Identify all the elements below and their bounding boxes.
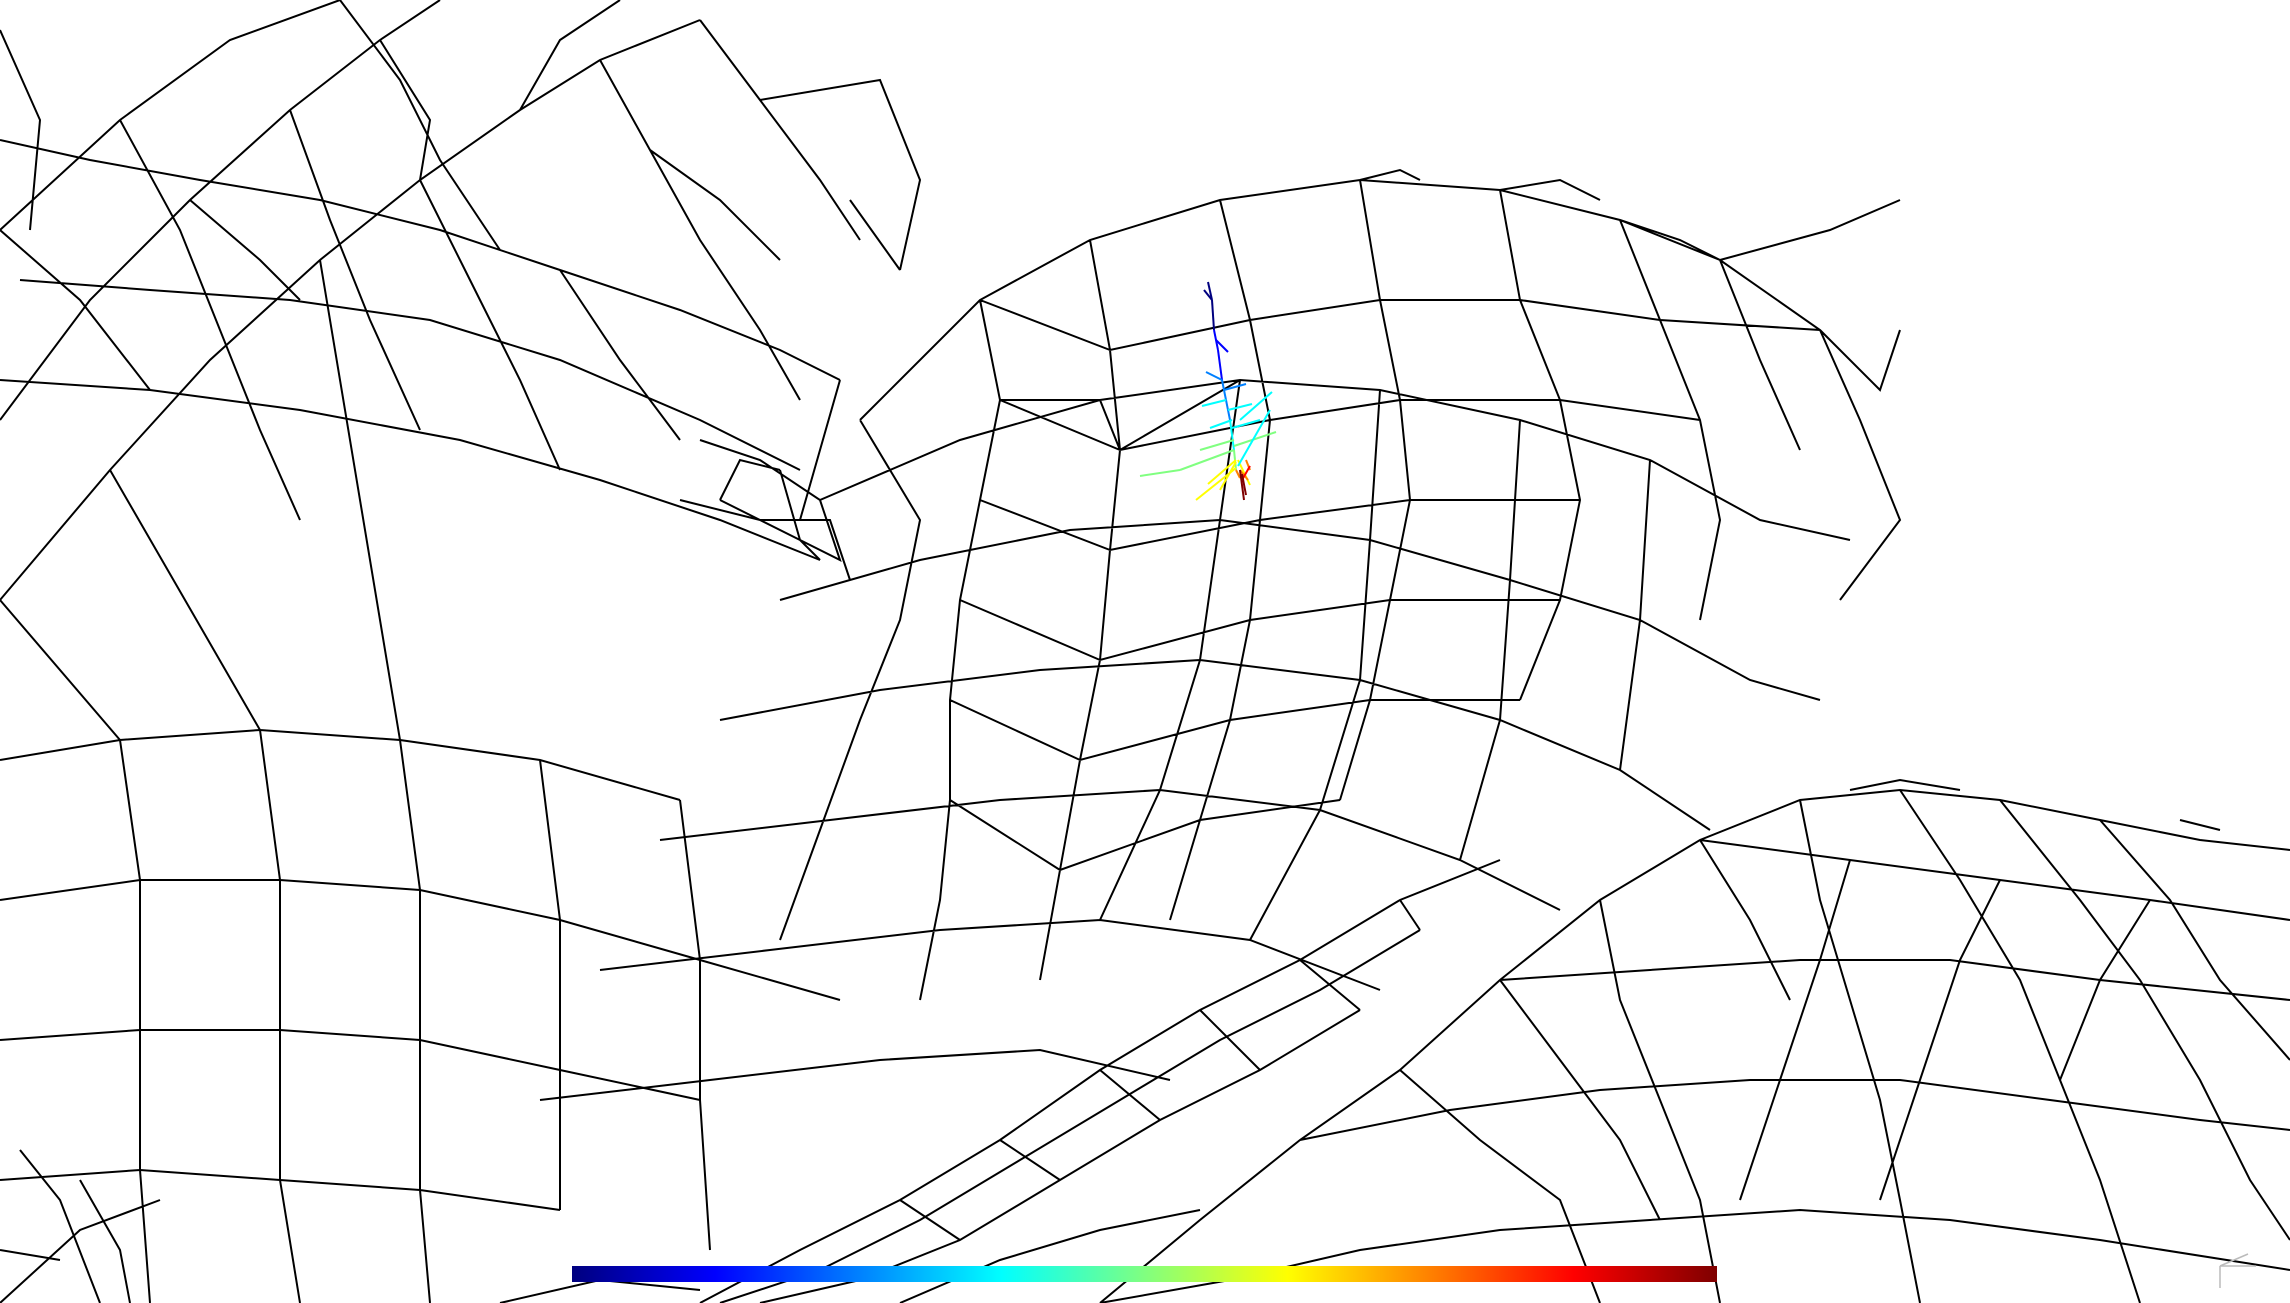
neuron-branch	[1241, 473, 1247, 496]
neuron-branch	[1139, 469, 1181, 477]
neuron-branch	[1235, 469, 1241, 479]
neuron-branch	[1209, 419, 1233, 429]
mesh-lobe-center	[539, 168, 1902, 1101]
neuron-branch	[1203, 289, 1213, 301]
neuron-branch	[1233, 431, 1277, 447]
neuron-branch	[1239, 469, 1245, 501]
neuron-branch	[1179, 449, 1235, 471]
neuron-branch	[1217, 349, 1223, 381]
mesh-lobe-lower-right	[1099, 778, 2290, 1303]
neuron-branch	[1227, 403, 1253, 411]
mesh-lobe-lower-left	[0, 259, 841, 1303]
neuron-branch	[1215, 339, 1229, 353]
neuron-branch	[1223, 383, 1247, 391]
neuron-branch	[1205, 371, 1223, 381]
neuron-morphology	[1139, 281, 1277, 501]
neuron-branch	[1211, 299, 1215, 331]
neuron-branch	[1207, 459, 1237, 485]
neuron-branch	[1201, 399, 1227, 407]
neuron-branch	[1207, 281, 1213, 301]
neuron-branch	[1239, 391, 1273, 421]
neuron-branch	[1195, 467, 1237, 501]
neuron-branch	[1237, 409, 1271, 467]
neuron-branch	[1229, 419, 1235, 451]
colorbar	[572, 1266, 1717, 1282]
neuron-branch	[1231, 419, 1261, 429]
mesh-lobe-upper-left	[0, 0, 922, 601]
neuron-branch	[1219, 461, 1237, 491]
mesh-dense-band	[499, 859, 1501, 1303]
neuron-branch	[1199, 439, 1235, 451]
mesh-crevice-left	[679, 439, 851, 581]
axes-orientation-icon	[2219, 1253, 2256, 1288]
